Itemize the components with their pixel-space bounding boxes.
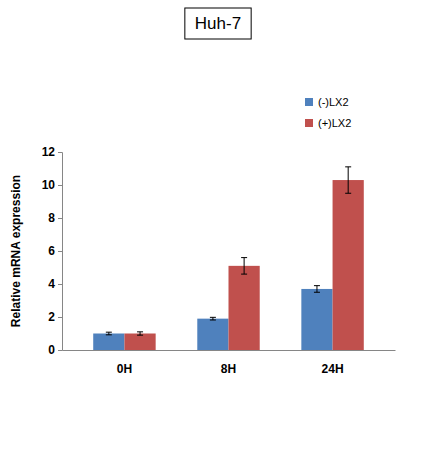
y-tick-label: 10 <box>42 178 56 192</box>
y-axis-line <box>58 153 63 351</box>
series <box>93 286 332 350</box>
legend-item: (+)LX2 <box>305 117 351 129</box>
bar <box>301 289 332 350</box>
x-tick-label: 8H <box>221 362 236 376</box>
y-tick-label: 8 <box>48 211 55 225</box>
x-tick: 24H <box>322 350 344 376</box>
y-tick-mark <box>58 251 62 252</box>
y-tick: 6 <box>48 244 62 258</box>
title: Huh-7 <box>195 14 241 33</box>
y-axis-title: Relative mRNA expression <box>9 175 23 327</box>
y-tick-label: 0 <box>48 343 55 357</box>
y-tick-mark <box>58 284 62 285</box>
legend-item: (-)LX2 <box>305 96 349 108</box>
bar <box>124 334 155 351</box>
y-tick: 4 <box>48 277 62 291</box>
chart: Huh-7 0 2 4 6 8 10 12 0H 8H 24H Relative mRNA expre… <box>0 0 436 454</box>
y-tick-mark <box>58 350 62 351</box>
legend-label: (-)LX2 <box>318 96 349 108</box>
y-tick-mark <box>58 317 62 318</box>
legend-swatch <box>305 98 313 106</box>
bar <box>197 319 228 350</box>
error-bar <box>314 286 320 293</box>
x-tick: 8H <box>221 350 236 376</box>
x-axis: 0H 8H 24H <box>63 350 396 376</box>
y-tick-label: 12 <box>42 145 56 159</box>
bar <box>229 266 260 350</box>
x-tick: 0H <box>117 350 132 376</box>
y-tick-mark <box>58 218 62 219</box>
y-axis: 0 2 4 6 8 10 12 <box>42 145 63 357</box>
series <box>124 167 363 350</box>
bar <box>333 180 364 350</box>
y-tick-mark <box>58 185 62 186</box>
x-axis-line <box>63 350 396 351</box>
error-bar <box>137 332 143 335</box>
error-bar <box>106 332 112 335</box>
y-tick: 0 <box>48 343 62 357</box>
title-box <box>185 8 251 39</box>
y-tick: 8 <box>48 211 62 225</box>
legend-label: (+)LX2 <box>318 117 351 129</box>
x-tick-label: 0H <box>117 362 132 376</box>
y-tick: 2 <box>48 310 62 324</box>
plot: 0 2 4 6 8 10 12 0H 8H 24H <box>42 145 396 375</box>
error-bar <box>345 167 351 193</box>
y-tick-label: 4 <box>48 277 55 291</box>
legend-swatch <box>305 119 313 127</box>
title-group: Huh-7 <box>185 8 251 39</box>
error-bar <box>210 317 216 320</box>
y-tick-label: 6 <box>48 244 55 258</box>
y-tick-label: 2 <box>48 310 55 324</box>
y-tick-mark <box>58 152 62 153</box>
error-bar <box>241 258 247 275</box>
y-tick: 10 <box>42 178 62 192</box>
legend: (-)LX2 (+)LX2 <box>305 96 351 129</box>
x-tick-label: 24H <box>322 362 344 376</box>
bar <box>93 334 124 351</box>
y-tick: 12 <box>42 145 62 159</box>
marks <box>93 167 364 350</box>
